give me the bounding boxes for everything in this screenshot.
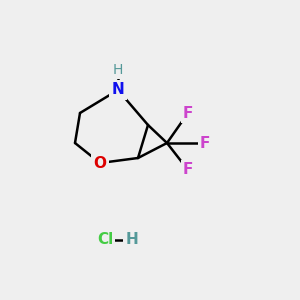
Text: Cl: Cl — [97, 232, 113, 247]
Text: H: H — [113, 63, 123, 77]
Text: H: H — [126, 232, 138, 247]
Text: F: F — [200, 136, 210, 151]
Text: O: O — [94, 155, 106, 170]
Text: N: N — [112, 82, 124, 98]
Text: F: F — [183, 163, 193, 178]
Text: F: F — [183, 106, 193, 121]
